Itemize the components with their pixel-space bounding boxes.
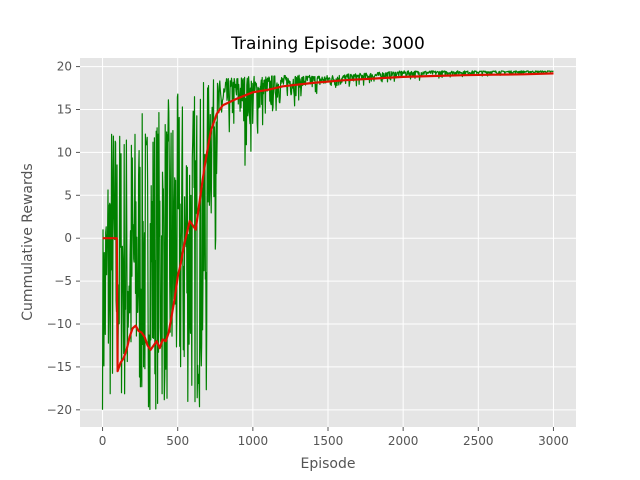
x-tick-label: 1500	[313, 434, 344, 448]
x-tick-label: 0	[99, 434, 107, 448]
x-tick-label: 1000	[238, 434, 269, 448]
y-axis-label: Cummulative Rewards	[20, 163, 36, 320]
y-axis-ticks: −20 −15 −10 −5 0 5 10 15 20	[47, 60, 80, 417]
x-tick-label: 3000	[538, 434, 569, 448]
y-tick-label: 20	[57, 60, 72, 74]
x-axis-label: Episode	[301, 456, 356, 472]
y-tick-label: 10	[57, 145, 72, 159]
y-tick-label: 5	[64, 188, 72, 202]
chart-title: Training Episode: 3000	[230, 34, 425, 54]
moving-average-line	[102, 72, 554, 373]
y-tick-label: −5	[54, 274, 72, 288]
x-axis-ticks: 0 500 1000 1500 2000 2500 3000	[99, 427, 569, 448]
x-tick-label: 500	[166, 434, 189, 448]
y-tick-label: 0	[64, 231, 72, 245]
y-tick-label: −10	[47, 317, 72, 331]
y-tick-label: 15	[57, 102, 72, 116]
y-tick-label: −20	[47, 403, 72, 417]
y-tick-label: −15	[47, 360, 72, 374]
x-tick-label: 2500	[463, 434, 494, 448]
x-tick-label: 2000	[388, 434, 419, 448]
